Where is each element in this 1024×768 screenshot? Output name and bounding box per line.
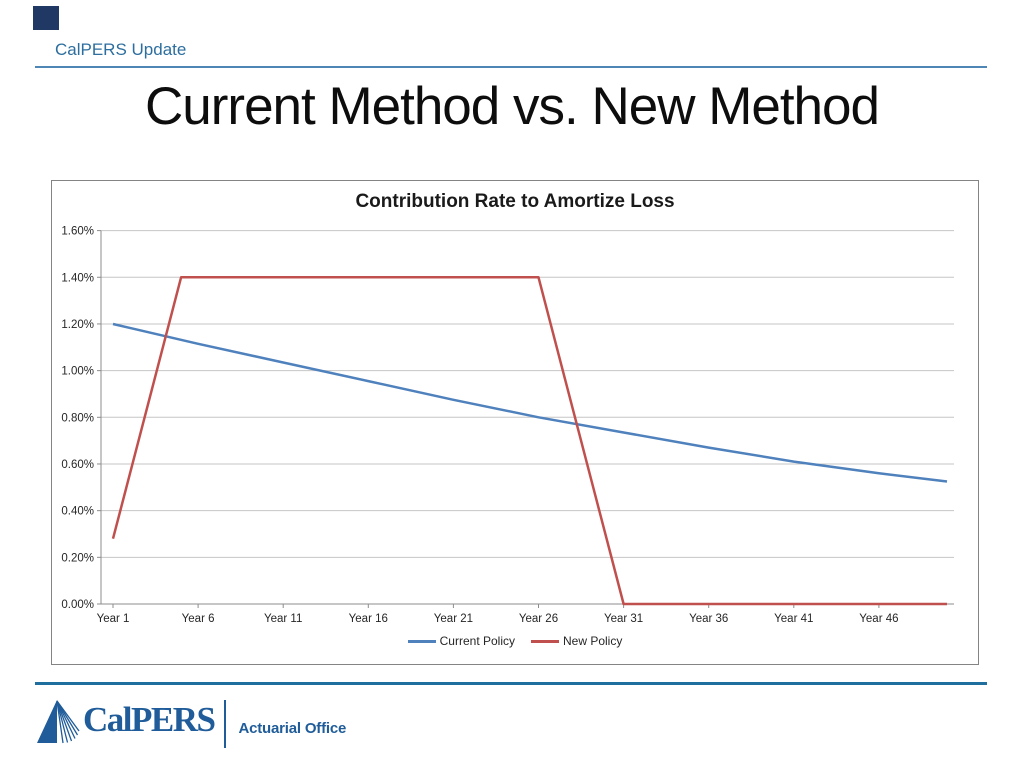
mountain-ray — [56, 700, 69, 743]
legend-label-new-policy: New Policy — [563, 634, 623, 648]
mountain-solid-face — [37, 700, 57, 743]
page-title: Current Method vs. New Method — [145, 77, 880, 136]
y-tick-label: 0.80% — [61, 412, 94, 424]
mountain-ray — [56, 700, 80, 732]
calpers-logo: CalPERS Actuarial Office — [36, 698, 346, 752]
y-tick-label: 1.60% — [61, 226, 94, 238]
chart-canvas: 0.00% 0.20% 0.40% 0.60% 0.80% 1.00% 1.20% 1.40%… — [61, 226, 954, 625]
x-tick-label: Year 31 — [604, 613, 643, 625]
x-tick-label: Year 1 — [97, 613, 130, 625]
chart-frame: 0.00% 0.20% 0.40% 0.60% 0.80% 1.00% 1.20% 1.40%… — [51, 180, 979, 665]
x-tick-label: Year 26 — [519, 613, 558, 625]
x-tick-label: Year 46 — [859, 613, 898, 625]
mountain-ray — [56, 700, 76, 739]
mountain-ray — [56, 700, 73, 742]
y-tick-label: 0.20% — [61, 552, 94, 564]
calpers-wordmark: CalPERS — [83, 700, 216, 739]
x-tick-label: Year 36 — [689, 613, 728, 625]
logo-divider — [224, 700, 227, 748]
footer-rule — [35, 682, 987, 685]
legend-label-current-policy: Current Policy — [439, 634, 515, 648]
x-tick-label: Year 16 — [349, 613, 388, 625]
department-label: Actuarial Office — [238, 720, 347, 737]
legend-entry-current-policy: Current Policy — [407, 634, 515, 648]
mountain-ray — [56, 700, 64, 744]
x-tick-label: Year 21 — [434, 613, 473, 625]
y-tick-label: 0.60% — [61, 459, 94, 471]
series-line-current-policy — [112, 322, 948, 483]
x-tick-label: Year 11 — [264, 613, 302, 625]
y-tick-label: 1.00% — [61, 366, 94, 378]
corner-accent-square — [33, 6, 59, 30]
slide-header-label: CalPERS Update — [55, 40, 187, 59]
chart-title: Contribution Rate to Amortize Loss — [355, 191, 675, 212]
y-tick-label: 0.00% — [61, 599, 94, 611]
x-tick-label: Year 41 — [774, 613, 813, 625]
header-rule — [35, 66, 987, 68]
y-tick-label: 0.40% — [61, 506, 94, 518]
y-tick-label: 1.20% — [61, 319, 94, 331]
current-policy-swatch — [407, 639, 436, 643]
y-tick-label: 1.40% — [61, 272, 94, 284]
calpers-mountain-icon — [37, 700, 80, 744]
legend-entry-new-policy: New Policy — [531, 634, 622, 648]
chart-legend: Current Policy New Policy — [52, 634, 978, 648]
x-tick-label: Year 6 — [182, 613, 215, 625]
new-policy-swatch — [531, 639, 559, 643]
series-line-new-policy — [111, 276, 947, 606]
